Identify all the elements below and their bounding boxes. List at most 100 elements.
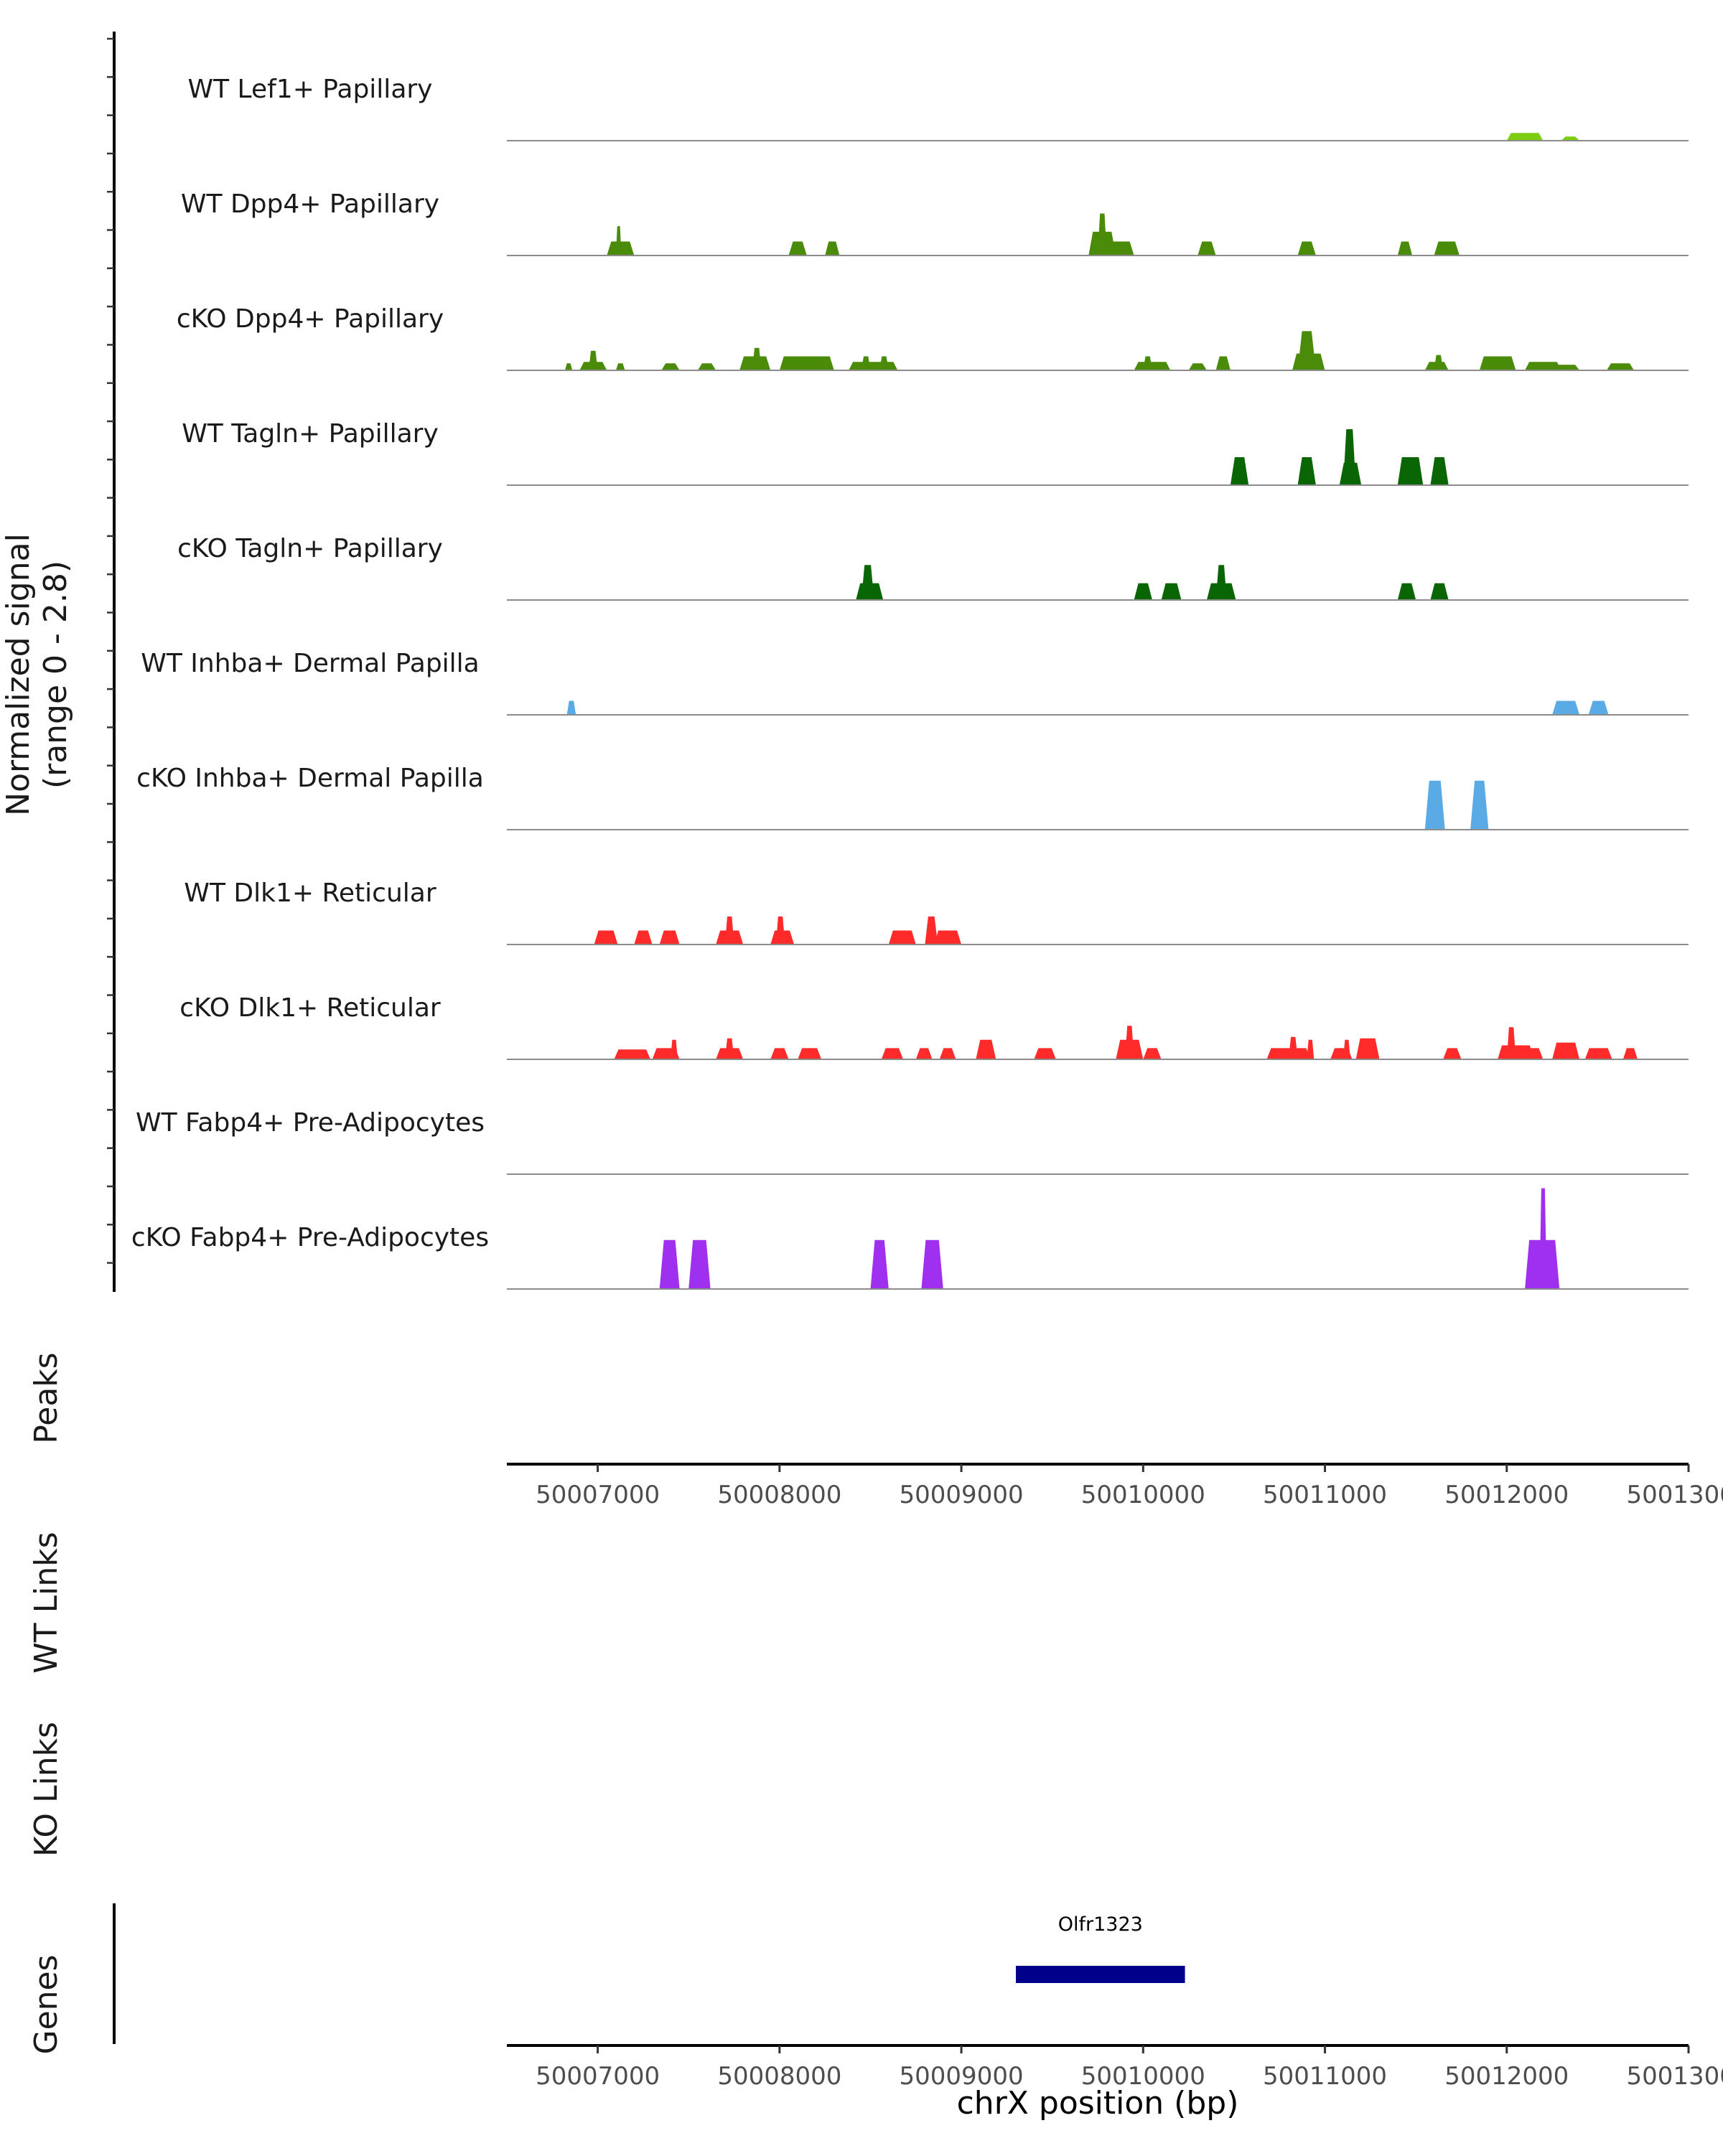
track-label: cKO Inhba+ Dermal Papilla xyxy=(136,764,484,793)
coverage-peak xyxy=(1343,429,1356,485)
coverage-peak xyxy=(1397,457,1424,485)
coverage-peak xyxy=(788,241,807,256)
genes-x-axis-tick-label: 50012000 xyxy=(1444,2062,1569,2091)
coverage-peak xyxy=(1479,356,1516,370)
coverage-peak xyxy=(670,1039,678,1059)
coverage-peak xyxy=(1230,457,1249,485)
coverage-peak xyxy=(1552,365,1580,370)
peaks-label: Peaks xyxy=(28,1352,65,1444)
peaks-x-axis-tick-label: 50013000 xyxy=(1626,1481,1723,1509)
wt-links-label: WT Links xyxy=(28,1532,65,1674)
coverage-peak xyxy=(1525,1048,1544,1059)
coverage-track xyxy=(507,133,1689,141)
coverage-peak xyxy=(1143,1048,1162,1059)
coverage-peak xyxy=(939,1048,956,1059)
genes-label: Genes xyxy=(28,1954,65,2055)
ko-links-label: KO Links xyxy=(28,1721,65,1857)
track-label: WT Fabp4+ Pre-Adipocytes xyxy=(136,1108,485,1138)
coverage-peak xyxy=(1434,355,1444,370)
gene-label: Olfr1323 xyxy=(1058,1913,1143,1936)
coverage-peak xyxy=(566,700,576,715)
coverage-peak xyxy=(1307,1039,1315,1059)
coverage-peak xyxy=(1397,241,1413,256)
coverage-peak xyxy=(614,1049,651,1059)
coverage-peak xyxy=(861,565,874,600)
coverage-peak xyxy=(1506,1027,1516,1059)
coverage-peak xyxy=(659,930,680,945)
coverage-peak xyxy=(1434,241,1460,256)
coverage-peak xyxy=(825,241,840,256)
coverage-peak xyxy=(1539,1188,1547,1289)
coverage-peak xyxy=(849,362,898,370)
coverage-track xyxy=(507,565,1689,601)
coverage-peak xyxy=(1470,780,1489,830)
track-label: cKO Dlk1+ Reticular xyxy=(179,993,441,1023)
coverage-track xyxy=(507,917,1689,945)
coverage-peak xyxy=(779,356,834,370)
coverage-peak xyxy=(659,1239,680,1289)
coverage-peak xyxy=(888,930,916,945)
coverage-peak xyxy=(697,363,716,370)
coverage-track xyxy=(507,213,1689,256)
coverage-track xyxy=(507,1026,1689,1060)
coverage-peak xyxy=(724,1038,734,1059)
coverage-peak xyxy=(1424,780,1445,830)
y-axis-label-normalized-signal: Normalized signal (range 0 - 2.8) xyxy=(0,488,86,861)
coverage-peak xyxy=(1588,700,1609,715)
coverage-peak xyxy=(870,1239,889,1289)
coverage-peak xyxy=(1215,565,1227,600)
genes-x-axis-tick-label: 50013000 xyxy=(1626,2062,1723,2091)
coverage-peak xyxy=(1266,1048,1311,1059)
coverage-peak xyxy=(1397,583,1416,600)
coverage-peak xyxy=(724,917,734,945)
track-label: WT Inhba+ Dermal Papilla xyxy=(141,649,480,678)
genes-x-axis-tick-label: 50007000 xyxy=(536,2062,660,2091)
coverage-peak xyxy=(594,930,618,945)
coverage-peak xyxy=(1125,1026,1134,1059)
coverage-peak xyxy=(976,1039,996,1059)
peaks-x-axis-tick-label: 50011000 xyxy=(1263,1481,1387,1509)
coverage-peak xyxy=(688,1239,711,1289)
coverage-peak xyxy=(1525,362,1561,370)
coverage-peak xyxy=(775,917,785,945)
coverage-peak xyxy=(1343,1039,1350,1059)
coverage-peak xyxy=(915,1048,933,1059)
coverage-peak xyxy=(881,1048,903,1059)
coverage-peak xyxy=(1161,583,1182,600)
coverage-peak xyxy=(1552,700,1580,715)
track-label: cKO Fabp4+ Pre-Adipocytes xyxy=(131,1223,490,1252)
coverage-peak xyxy=(615,363,625,370)
track-label: WT Dlk1+ Reticular xyxy=(184,878,436,908)
genes-x-axis-tick-label: 50008000 xyxy=(717,2062,841,2091)
coverage-peak xyxy=(1215,356,1231,370)
track-label: cKO Tagln+ Papillary xyxy=(177,534,443,563)
peaks-x-axis-tick-label: 50012000 xyxy=(1444,1481,1569,1509)
coverage-peak xyxy=(1034,1048,1056,1059)
coverage-peak xyxy=(798,1048,822,1059)
coverage-track xyxy=(507,700,1689,716)
peaks-x-axis-tick-label: 50007000 xyxy=(536,1481,660,1509)
coverage-track xyxy=(507,1188,1689,1290)
track-label: WT Dpp4+ Papillary xyxy=(180,189,440,219)
y-axis-label-line2: (range 0 - 2.8) xyxy=(37,560,74,789)
coverage-peak xyxy=(1561,136,1580,141)
coverage-peak xyxy=(1297,241,1316,256)
coverage-peak xyxy=(1288,1036,1298,1059)
coverage-peak xyxy=(661,363,680,370)
coverage-peak xyxy=(1297,457,1316,485)
coverage-peak xyxy=(1297,331,1316,370)
coverage-peak xyxy=(1134,583,1152,600)
coverage-peak xyxy=(1552,1042,1580,1059)
y-axis-label-line1: Normalized signal xyxy=(0,533,37,816)
gene-body xyxy=(1016,1966,1185,1983)
coverage-peak xyxy=(921,1239,943,1289)
coverage-track xyxy=(507,780,1689,830)
coverage-peak xyxy=(1355,1038,1380,1059)
peaks-x-axis-tick-label: 50009000 xyxy=(900,1481,1024,1509)
coverage-peak xyxy=(1430,457,1449,485)
coverage-peak xyxy=(1088,231,1116,256)
coverage-peak xyxy=(565,363,573,370)
genes-x-axis-tick-label: 50010000 xyxy=(1081,2062,1205,2091)
